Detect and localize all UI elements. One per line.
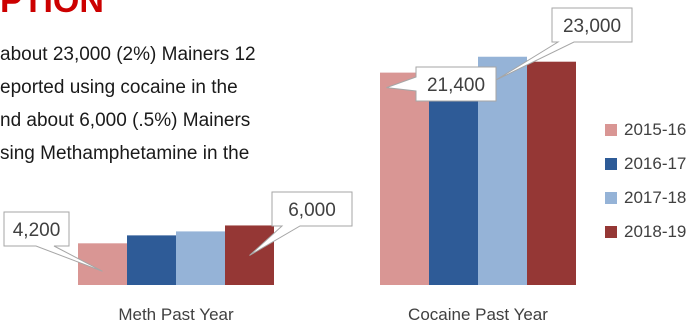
data-callout	[496, 7, 633, 81]
bar	[429, 68, 478, 285]
paragraph-line: nd about 6,000 (.5%) Mainers	[0, 110, 251, 131]
data-label: 4,200	[13, 220, 61, 241]
summary-paragraph: about 23,000 (2%) Mainers 12 eported usi…	[0, 38, 420, 170]
data-label: 23,000	[563, 16, 621, 37]
legend-swatch	[605, 124, 617, 136]
bar	[527, 61, 576, 285]
paragraph-line: about 23,000 (2%) Mainers 12	[0, 44, 256, 65]
paragraph-line: eported using cocaine in the	[0, 77, 238, 98]
legend-label: 2016-17	[624, 154, 686, 173]
legend-swatch	[605, 158, 617, 170]
bar	[176, 231, 225, 285]
data-callout	[386, 66, 497, 102]
legend-label: 2018-19	[624, 222, 686, 241]
x-tick-label: Meth Past Year	[118, 305, 234, 324]
bar	[380, 72, 429, 285]
x-tick-label: Cocaine Past Year	[408, 305, 548, 324]
bar	[127, 235, 176, 285]
legend-label: 2015-16	[624, 120, 686, 139]
data-label: 6,000	[288, 200, 336, 221]
legend-swatch	[605, 192, 617, 204]
data-callout	[3, 211, 103, 272]
section-heading: PTION	[0, 0, 104, 20]
data-label: 21,400	[427, 75, 485, 96]
legend-swatch	[605, 226, 617, 238]
legend-label: 2017-18	[624, 188, 686, 207]
data-callout	[249, 191, 353, 256]
paragraph-line: sing Methamphetamine in the	[0, 143, 250, 164]
